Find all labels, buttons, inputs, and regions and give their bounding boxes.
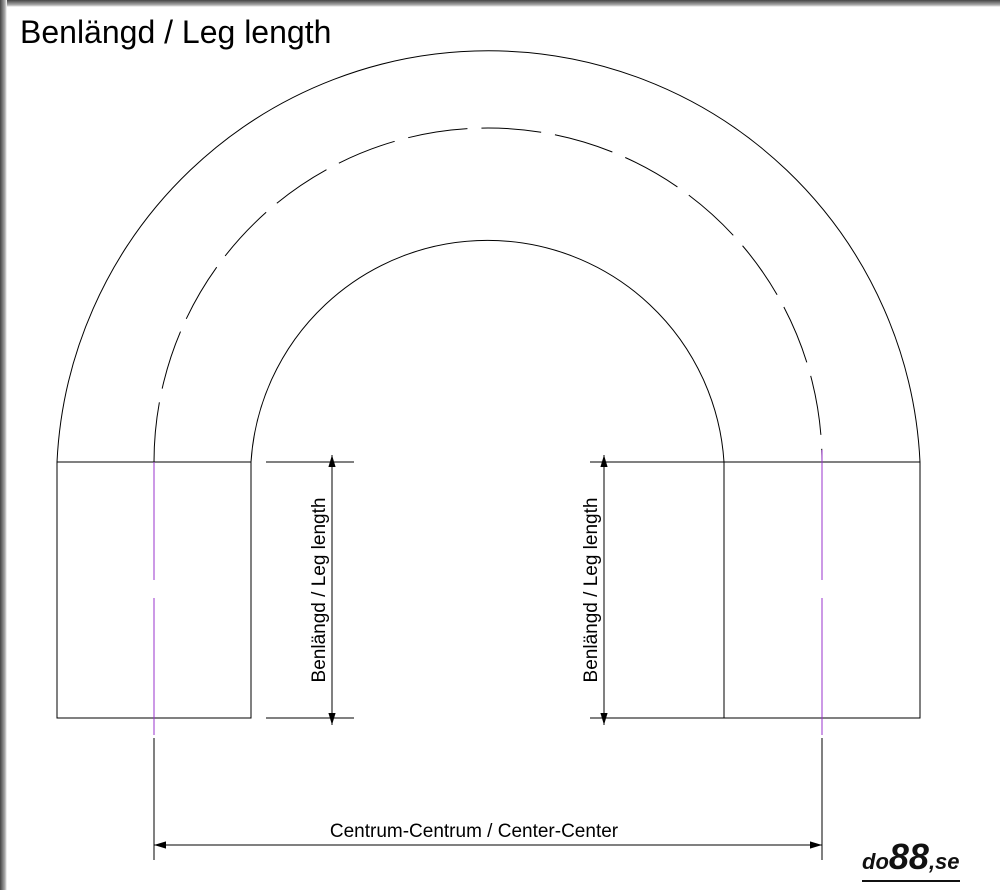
leg-length-label-right: Benlängd / Leg length bbox=[581, 498, 602, 683]
inner-arc bbox=[250, 239, 725, 463]
diagram-title: Benlängd / Leg length bbox=[20, 14, 332, 50]
do88-logo: do88,se bbox=[862, 839, 960, 882]
logo-number: 88 bbox=[888, 836, 929, 877]
leg-length-label-left: Benlängd / Leg length bbox=[309, 498, 330, 683]
center-center-label: Centrum-Centrum / Center-Center bbox=[330, 821, 619, 842]
centerline-arc bbox=[153, 127, 823, 463]
logo-suffix: ,se bbox=[928, 849, 960, 874]
frame-shadow-top bbox=[0, 0, 1000, 7]
outer-arc bbox=[56, 50, 921, 463]
logo-prefix: do bbox=[862, 849, 889, 874]
frame-shadow-left bbox=[0, 0, 7, 890]
